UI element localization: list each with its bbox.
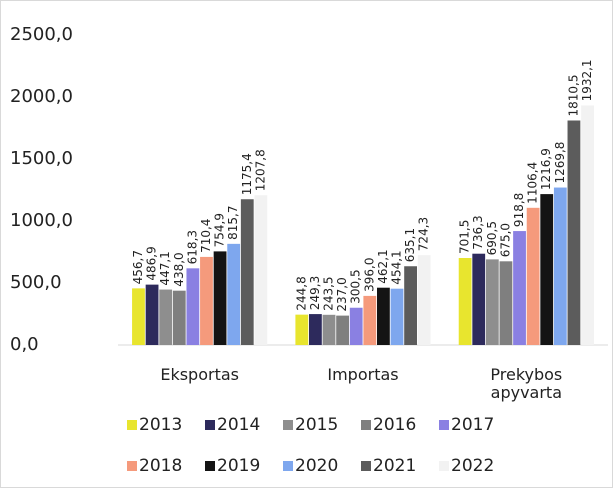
bar: [213, 251, 227, 345]
value-label: 1932,1: [580, 59, 594, 101]
bar: [567, 120, 581, 345]
value-label: 701,5: [458, 220, 472, 254]
value-label: 675,0: [498, 223, 512, 257]
legend-label: 2016: [373, 415, 416, 435]
value-label: 456,7: [131, 250, 145, 284]
value-label: 438,0: [172, 252, 186, 286]
value-label: 1207,8: [253, 149, 267, 191]
x-tick-label: Importas: [327, 365, 399, 384]
value-label: 486,9: [145, 246, 159, 280]
legend-swatch: [205, 420, 215, 430]
y-tick-label: 2000,0: [10, 86, 73, 107]
value-label: 249,3: [308, 276, 322, 310]
legend-swatch: [361, 420, 371, 430]
legend-swatch: [205, 461, 215, 471]
value-label: 454,1: [390, 250, 404, 284]
legend-swatch: [283, 461, 293, 471]
value-label: 237,0: [335, 277, 349, 311]
value-label: 1810,5: [566, 74, 580, 116]
value-label: 918,8: [512, 193, 526, 227]
bar: [254, 195, 268, 345]
bar: [309, 314, 322, 345]
bar: [172, 290, 186, 345]
bar: [200, 256, 213, 345]
bar: [499, 261, 513, 345]
y-tick-label: 2500,0: [10, 24, 73, 45]
bar: [581, 105, 594, 345]
bar: [553, 187, 567, 345]
value-label: 243,5: [322, 276, 336, 310]
value-label: 396,0: [362, 258, 376, 292]
bar: [526, 207, 540, 345]
legend-swatch: [439, 461, 449, 471]
bar: [336, 315, 349, 345]
value-label: 815,7: [226, 205, 240, 239]
bar: [132, 288, 145, 345]
y-tick-label: 1000,0: [10, 210, 73, 231]
bar: [349, 307, 363, 345]
value-label: 447,1: [158, 251, 172, 285]
legend-label: 2018: [139, 456, 182, 476]
x-tick-label: Eksportas: [160, 365, 239, 384]
value-label: 1106,4: [526, 162, 540, 204]
value-label: 1216,9: [539, 148, 553, 190]
legend-swatch: [127, 420, 137, 430]
legend-label: 2020: [295, 456, 338, 476]
bar: [540, 194, 554, 345]
value-label: 724,3: [417, 217, 431, 251]
y-tick-label: 0,0: [10, 334, 39, 355]
value-label: 462,1: [376, 249, 390, 283]
bar: [458, 258, 472, 345]
value-label: 710,4: [199, 219, 213, 253]
bar: [240, 199, 254, 345]
value-label: 635,1: [403, 228, 417, 262]
value-label: 1269,8: [553, 142, 567, 184]
value-label: 736,3: [471, 215, 485, 249]
legend-label: 2014: [217, 415, 260, 435]
bar: [363, 295, 377, 345]
bar: [404, 266, 417, 345]
bar: [485, 259, 499, 345]
bar: [295, 314, 309, 345]
bar: [186, 268, 200, 345]
bar: [227, 243, 241, 345]
bar: [377, 287, 390, 345]
bar: [472, 253, 486, 345]
legend-label: 2013: [139, 415, 182, 435]
legend-label: 2017: [451, 415, 494, 435]
legend-label: 2015: [295, 415, 338, 435]
bar: [390, 288, 404, 345]
legend-label: 2019: [217, 456, 260, 476]
legend-swatch: [127, 461, 137, 471]
y-tick-label: 1500,0: [10, 148, 73, 169]
value-label: 618,3: [185, 230, 199, 264]
value-label: 690,5: [485, 221, 499, 255]
bar: [513, 231, 526, 345]
legend-swatch: [361, 461, 371, 471]
bar: [417, 255, 431, 345]
legend-label: 2022: [451, 456, 494, 476]
legend-swatch: [439, 420, 449, 430]
value-label: 754,9: [213, 213, 227, 247]
bar: [145, 284, 159, 345]
legend-label: 2021: [373, 456, 416, 476]
legend-swatch: [283, 420, 293, 430]
y-tick-label: 500,0: [10, 272, 62, 293]
value-label: 300,5: [349, 269, 363, 303]
value-label: 1175,4: [240, 153, 254, 195]
x-tick-label: Prekybos apyvarta: [490, 365, 563, 402]
bar: [322, 314, 336, 345]
value-label: 244,8: [294, 276, 308, 310]
bar: [159, 289, 173, 345]
